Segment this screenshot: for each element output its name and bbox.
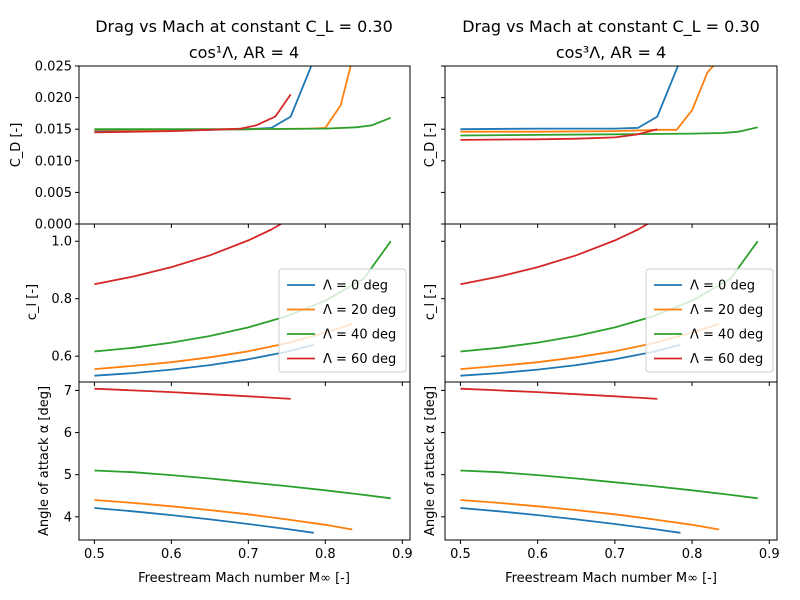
right-chart-title-line2: cos³Λ, AR = 4 [556,43,666,62]
right-xtick-label: 0.6 [527,547,548,562]
right-cd-series-line-3 [460,128,658,141]
right-cd-series-line-0 [460,66,679,131]
left-cl-ylabel: c_l [-] [25,284,40,320]
left-alpha-ytick-label: 7 [64,384,72,399]
left-alpha-ytick-label: 6 [64,426,72,441]
right-chart-title-line1: Drag vs Mach at constant C_L = 0.30 [462,17,760,37]
plot-area: 0.000 0.005 0.010 0.015 0.020 0.025 0.6 0.8 1.0 Λ… [35,60,780,563]
right-cl-ylabel: c_l [-] [423,284,438,320]
left-xtick-label: 0.7 [238,547,259,562]
left-cl-ytick-label: 0.6 [51,350,72,365]
left-alpha-axes-frame [78,381,411,541]
right-xtick-label: 0.8 [682,547,703,562]
left-alpha-series-line-2 [94,469,391,500]
left-cd-ytick-label: 0.010 [35,154,72,169]
left-xtick-label: 0.6 [161,547,182,562]
left-xtick-label: 0.8 [315,547,336,562]
left-legend-label-0: Λ = 0 deg [323,279,388,294]
left-cd-ytick-label: 0.005 [35,186,72,201]
left-chart-title-line1: Drag vs Mach at constant C_L = 0.30 [95,17,393,37]
left-cd-ytick-label: 0.025 [35,60,72,75]
right-alpha-series-line-0 [460,507,681,534]
right-xtick-label: 0.7 [605,547,626,562]
right-cd-series-line-1 [460,66,715,133]
left-legend: Λ = 0 deg Λ = 20 deg Λ = 40 deg Λ = 60 deg [278,268,407,373]
left-cd-panel: 0.000 0.005 0.010 0.015 0.020 0.025 [35,60,411,233]
left-cd-ylabel: C_D [-] [9,123,24,168]
right-legend-label-2: Λ = 40 deg [690,328,763,343]
right-cd-series-group [460,66,758,141]
left-alpha-series-line-0 [94,507,314,534]
right-cl-panel: Λ = 0 deg Λ = 20 deg Λ = 40 deg Λ = 60 deg [441,223,778,386]
left-cl-ytick-label: 1.0 [51,235,72,250]
left-alpha-panel: 4 5 6 7 0.5 0.6 0.7 0.8 0.9 [64,381,413,562]
left-legend-label-2: Λ = 40 deg [323,328,396,343]
left-cd-series-line-3 [94,93,292,134]
right-xtick-label: 0.5 [450,547,471,562]
right-alpha-series-line-2 [460,469,758,500]
left-cd-ytick-label: 0.020 [35,91,72,106]
right-legend-label-1: Λ = 20 deg [690,303,763,318]
left-alpha-ytick-label: 4 [64,510,72,525]
left-alpha-ytick-label: 5 [64,468,72,483]
right-alpha-series-line-3 [460,387,658,400]
left-cd-series-line-2 [94,116,392,131]
right-alpha-ylabel: Angle of attack α [deg] [423,386,438,536]
left-legend-box [278,268,407,373]
right-cd-series-line-2 [460,126,758,137]
left-chart-xlabel: Freestream Mach number M∞ [-] [138,571,350,586]
left-alpha-series-group [94,387,391,534]
left-alpha-series-line-3 [94,387,291,400]
left-legend-label-3: Λ = 60 deg [323,352,396,367]
left-cl-series-line-3 [94,224,283,286]
right-alpha-series-line-1 [460,499,720,531]
right-alpha-series-group [460,387,758,534]
left-alpha-ylabel: Angle of attack α [deg] [37,386,52,536]
right-chart-xlabel: Freestream Mach number M∞ [-] [505,571,717,586]
right-legend-label-0: Λ = 0 deg [690,279,755,294]
right-cd-ylabel: C_D [-] [423,123,438,168]
right-alpha-panel: 0.5 0.6 0.7 0.8 0.9 [441,381,780,562]
right-cl-series-line-3 [460,224,650,286]
left-cd-ytick-label: 0.015 [35,123,72,138]
left-cl-ytick-label: 0.8 [51,292,72,307]
right-alpha-axes-frame [444,381,778,541]
right-legend-label-3: Λ = 60 deg [690,352,763,367]
left-legend-label-1: Λ = 20 deg [323,303,396,318]
left-xtick-label: 0.9 [392,547,413,562]
right-legend: Λ = 0 deg Λ = 20 deg Λ = 40 deg Λ = 60 deg [645,268,774,373]
left-cd-series-group [94,66,392,134]
left-chart-title-line2: cos¹Λ, AR = 4 [189,43,299,62]
left-alpha-series-line-1 [94,499,353,531]
left-xtick-label: 0.5 [84,547,105,562]
right-legend-box [645,268,774,373]
left-cd-ytick-label: 0.000 [35,218,72,233]
right-xtick-label: 0.9 [759,547,780,562]
